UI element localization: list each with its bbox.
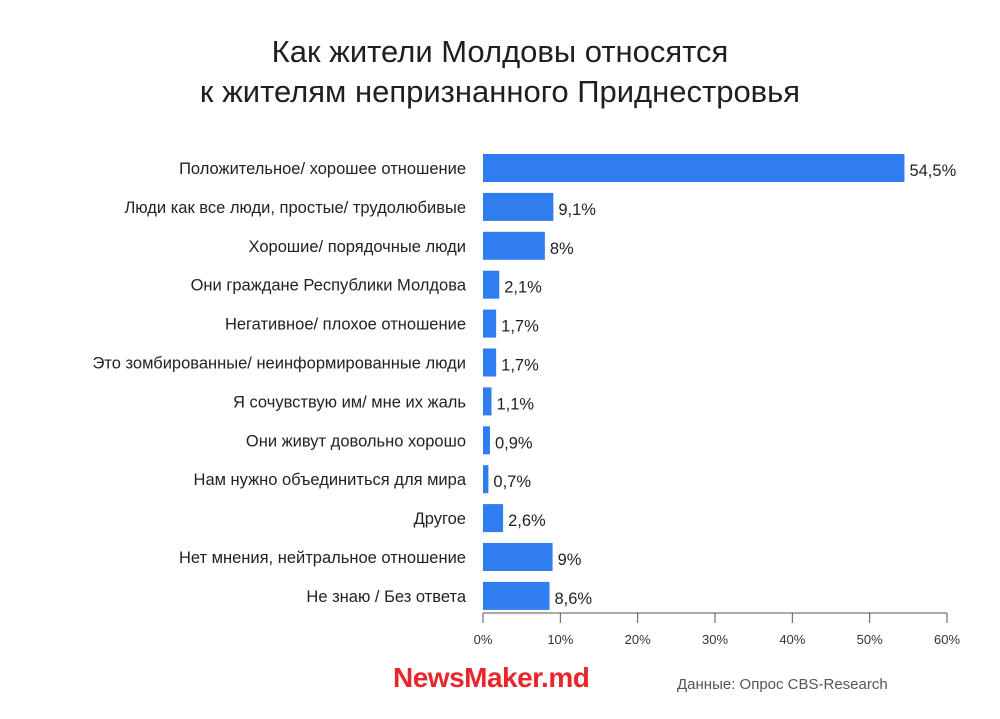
chart-title-line-1: Как жители Молдовы относятся bbox=[271, 34, 729, 69]
bar bbox=[483, 309, 497, 338]
value-label: 8,6% bbox=[555, 590, 593, 608]
category-label: Негативное/ плохое отношение bbox=[225, 316, 466, 334]
bar bbox=[483, 581, 550, 610]
chart-title: Как жители Молдовы относятся к жителям н… bbox=[0, 32, 1000, 112]
category-label: Положительное/ хорошее отношение bbox=[179, 160, 466, 178]
bar bbox=[483, 543, 553, 571]
value-label: 9,1% bbox=[558, 201, 596, 219]
bar bbox=[483, 192, 554, 221]
value-label: 8% bbox=[550, 240, 574, 258]
bar bbox=[483, 504, 504, 533]
bars-group: Положительное/ хорошее отношение 54,5% Люд… bbox=[93, 154, 957, 610]
bar bbox=[483, 270, 500, 299]
data-source: Данные: Опрос CBS-Research bbox=[677, 676, 888, 693]
category-label: Люди как все люди, простые/ трудолюбивые bbox=[124, 199, 466, 217]
value-label: 1,7% bbox=[501, 318, 539, 336]
x-tick-label: 60% bbox=[934, 632, 960, 647]
chart-title-line-2: к жителям непризнанного Приднестровья bbox=[199, 74, 801, 109]
value-label: 0,7% bbox=[493, 473, 531, 491]
value-label: 0,9% bbox=[495, 434, 533, 452]
value-label: 9% bbox=[558, 551, 582, 569]
bar bbox=[483, 154, 905, 182]
value-label: 54,5% bbox=[909, 162, 956, 180]
newsmaker-logo: NewsMaker.md bbox=[393, 662, 590, 693]
bar bbox=[483, 348, 497, 377]
value-label: 1,1% bbox=[497, 395, 535, 413]
value-label: 2,1% bbox=[504, 279, 542, 297]
x-tick-label: 30% bbox=[702, 632, 728, 647]
bar bbox=[483, 426, 490, 455]
value-label: 2,6% bbox=[508, 512, 546, 530]
x-tick-label: 40% bbox=[779, 632, 805, 647]
bar bbox=[483, 231, 545, 260]
category-label: Они граждане Республики Молдова bbox=[191, 277, 467, 295]
x-tick-label: 20% bbox=[625, 632, 651, 647]
bar bbox=[483, 465, 489, 494]
value-label: 1,7% bbox=[501, 357, 539, 375]
category-label: Нам нужно объединиться для мира bbox=[194, 471, 467, 489]
category-label: Не знаю / Без ответа bbox=[306, 588, 466, 606]
category-label: Хорошие/ порядочные люди bbox=[249, 238, 466, 256]
x-tick-label: 0% bbox=[474, 632, 493, 647]
category-label: Я сочувствую им/ мне их жаль bbox=[233, 393, 466, 411]
category-label: Они живут довольно хорошо bbox=[246, 432, 466, 450]
category-label: Другое bbox=[414, 510, 466, 528]
x-axis: 0% 10% 20% 30% 40% 50% 60% bbox=[474, 612, 960, 647]
category-label: Нет мнения, нейтральное отношение bbox=[179, 549, 466, 567]
x-tick-label: 50% bbox=[857, 632, 883, 647]
bar bbox=[483, 387, 492, 416]
x-tick-label: 10% bbox=[547, 632, 573, 647]
category-label: Это зомбированные/ неинформированные люд… bbox=[93, 355, 466, 373]
